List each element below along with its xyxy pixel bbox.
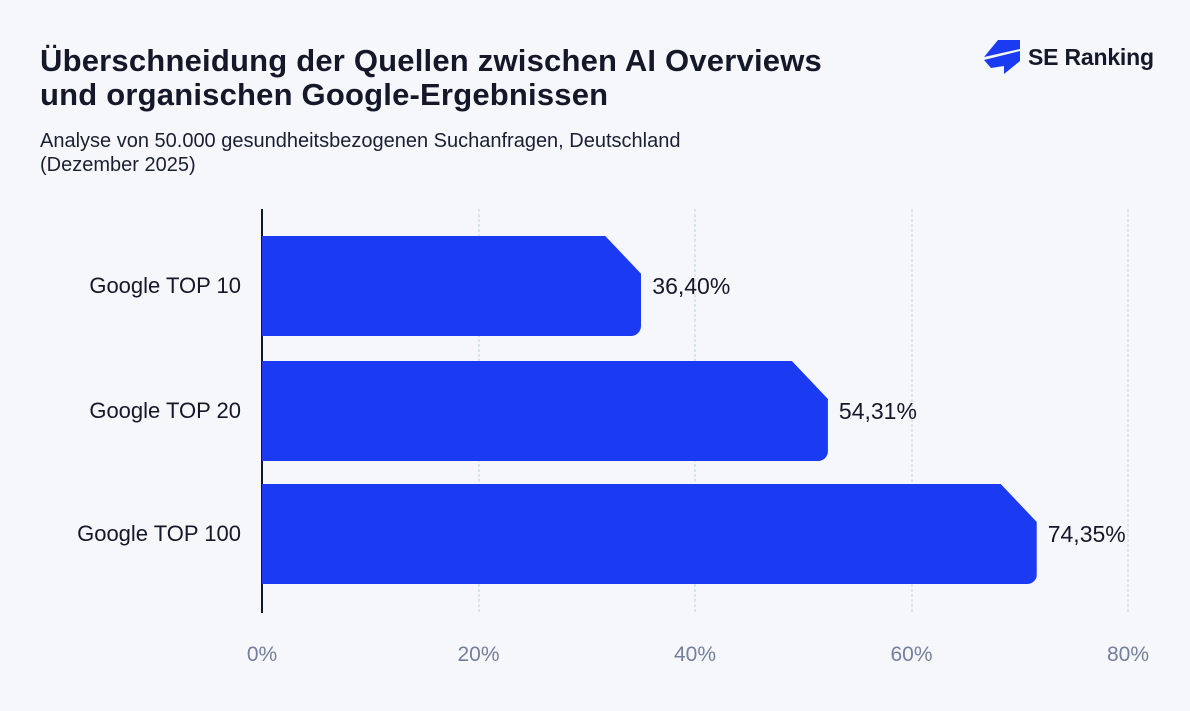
x-tick-label: 20% — [457, 643, 500, 666]
chart-subtitle: Analyse von 50.000 gesundheitsbezogenen … — [40, 129, 890, 177]
x-tick-label: 80% — [1106, 643, 1150, 666]
category-label: Google TOP 100 — [77, 521, 241, 546]
x-tick-label: 60% — [890, 643, 933, 666]
chart-subtitle-line-1: Analyse von 50.000 gesundheitsbezogenen … — [40, 130, 681, 152]
gridline — [1127, 209, 1129, 613]
chart-title-line-1: Überschneidung der Quellen zwischen AI O… — [40, 43, 822, 78]
se-ranking-bolt-icon — [984, 40, 1020, 74]
category-label: Google TOP 20 — [89, 398, 241, 423]
brand-name: SE Ranking — [1028, 43, 1154, 70]
bar-value-label: 36,40% — [652, 273, 731, 299]
se-ranking-logo: SE Ranking — [984, 40, 1154, 74]
bar-value-label: 54,31% — [838, 398, 917, 424]
bar-value-label: 74,35% — [1047, 521, 1126, 547]
bar[interactable] — [262, 236, 641, 336]
chart-title: Überschneidung der Quellen zwischen AI O… — [40, 44, 950, 112]
chart-title-line-2: und organischen Google-Ergebnissen — [40, 77, 609, 112]
bar[interactable] — [262, 361, 828, 461]
category-label: Google TOP 10 — [89, 273, 241, 298]
bar[interactable] — [262, 484, 1037, 584]
gridline — [910, 209, 913, 613]
chart-subtitle-line-2: (Dezember 2025) — [40, 154, 196, 176]
x-tick-label: 40% — [673, 643, 717, 666]
x-tick-label: 0% — [246, 643, 278, 666]
